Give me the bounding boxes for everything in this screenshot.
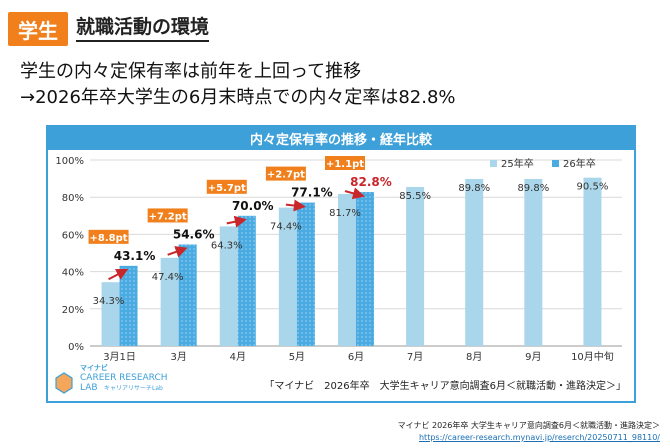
y-tick-label: 80% bbox=[62, 193, 84, 204]
x-tick-label: 9月 bbox=[525, 351, 541, 363]
increase-arrow bbox=[344, 187, 365, 200]
bar-26 bbox=[296, 202, 315, 346]
logo-brand: マイナビ bbox=[80, 363, 108, 372]
data-label-26: 54.6% bbox=[173, 227, 215, 241]
footer-source: マイナビ 2026年卒 大学生キャリア意向調査6月＜就職活動・進路決定＞ bbox=[397, 421, 660, 430]
x-tick-label: 7月 bbox=[407, 351, 423, 363]
headline-line-1: 学生の内々定保有率は前年を上回って推移 bbox=[20, 61, 362, 82]
bar-25 bbox=[583, 177, 602, 346]
data-label-26: 43.1% bbox=[114, 249, 156, 263]
y-tick-label: 20% bbox=[62, 305, 84, 316]
x-tick-label: 8月 bbox=[466, 351, 482, 363]
data-label-25: 74.4% bbox=[270, 222, 302, 233]
category-badge: 学生 bbox=[8, 12, 68, 46]
logo-subtitle: キャリアリサーチLab bbox=[104, 385, 163, 392]
bar-25 bbox=[219, 226, 238, 346]
chart-panel-title: 内々定保有率の推移・経年比較 bbox=[48, 127, 634, 150]
increase-arrow bbox=[108, 268, 129, 281]
bar-chart: 0% 20% 40% 60% 80% 100% 3月1日 3月 4月 5月 6月 7月 8月 9月 10月中… bbox=[55, 155, 626, 394]
legend-swatch-26 bbox=[552, 160, 559, 167]
y-tick-label: 0% bbox=[68, 342, 84, 353]
data-label-25: 89.8% bbox=[517, 183, 549, 194]
bar-26 bbox=[178, 244, 197, 346]
diff-label: +8.8pt bbox=[90, 233, 128, 244]
bar-26 bbox=[356, 191, 374, 346]
data-label-25: 89.8% bbox=[458, 183, 490, 194]
chart-source-note: 「マイナビ 2026年卒 大学生キャリア意向調査6月＜就職活動・進路決定＞」 bbox=[264, 379, 626, 392]
increase-arrow bbox=[226, 215, 247, 228]
x-tick-label: 3月 bbox=[170, 351, 186, 363]
chart-panel: 内々定保有率の推移・経年比較 0% 20% 40% 60% 80% 100% 3月1日 3月 4… bbox=[46, 125, 636, 403]
diff-box bbox=[206, 179, 247, 194]
bar-25 bbox=[278, 207, 297, 346]
data-label-26: 70.0% bbox=[232, 199, 274, 213]
data-label-25: 47.4% bbox=[152, 272, 184, 283]
legend-swatch-25 bbox=[490, 160, 497, 167]
y-tick-label: 60% bbox=[62, 230, 84, 241]
bar-25 bbox=[524, 178, 543, 346]
bar-25 bbox=[465, 178, 484, 346]
bar-25 bbox=[101, 282, 120, 346]
y-tick-label: 40% bbox=[62, 268, 84, 279]
logo-line-2: LAB bbox=[80, 383, 98, 393]
bar-25 bbox=[338, 194, 356, 346]
headline-line-2: →2026年卒大学生の6月末時点での内々定率は82.8% bbox=[20, 87, 456, 108]
legend-label-25: 25年卒 bbox=[501, 157, 534, 170]
section-title: 就職活動の環境 bbox=[76, 15, 210, 42]
diff-label: +1.1pt bbox=[326, 159, 364, 170]
increase-arrow bbox=[167, 246, 188, 258]
diff-label: +5.7pt bbox=[208, 183, 246, 194]
footer-url-link[interactable]: https://career-research.mynavi.jp/reserc… bbox=[418, 433, 660, 442]
diff-box bbox=[88, 229, 129, 244]
data-label-25: 85.5% bbox=[399, 191, 431, 202]
y-tick-label: 100% bbox=[55, 156, 84, 167]
bar-26 bbox=[119, 265, 138, 346]
data-label-26: 77.1% bbox=[291, 186, 333, 200]
legend-label-26: 26年卒 bbox=[563, 157, 596, 170]
x-tick-label: 4月 bbox=[230, 351, 246, 363]
bar-26 bbox=[237, 215, 256, 346]
diff-label: +2.7pt bbox=[267, 170, 305, 181]
increase-arrow bbox=[285, 199, 306, 212]
x-tick-label: 10月中旬 bbox=[571, 350, 614, 363]
diff-label: +7.2pt bbox=[149, 211, 187, 222]
data-label-25: 90.5% bbox=[577, 182, 609, 193]
data-label-25: 81.7% bbox=[329, 208, 361, 219]
data-label-25: 64.3% bbox=[211, 240, 243, 251]
logo-line-1: CAREER RESEARCH bbox=[80, 373, 168, 383]
diff-box bbox=[325, 155, 365, 170]
x-tick-label: 3月1日 bbox=[103, 351, 136, 363]
x-tick-label: 5月 bbox=[289, 351, 305, 363]
diff-box bbox=[147, 208, 188, 223]
x-tick-label: 6月 bbox=[348, 351, 364, 363]
logo-mark-icon bbox=[55, 372, 73, 394]
bar-25 bbox=[160, 257, 179, 346]
diff-box bbox=[265, 166, 306, 181]
data-label-26: 82.8% bbox=[350, 175, 392, 189]
data-label-25: 34.3% bbox=[93, 296, 125, 307]
bar-25 bbox=[406, 186, 425, 346]
